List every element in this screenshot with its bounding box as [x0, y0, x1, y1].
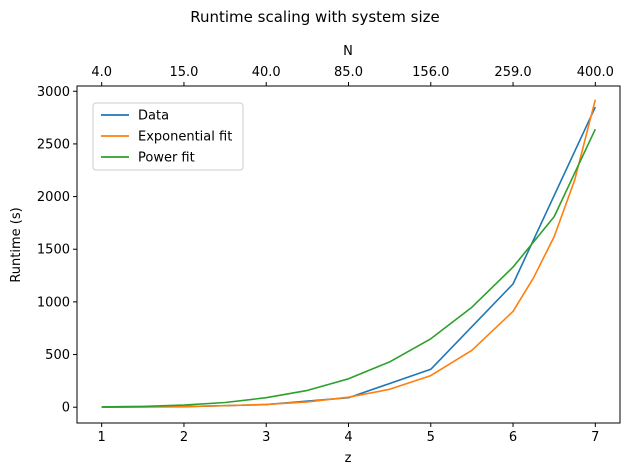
top-tick-label: 400.0 [577, 65, 614, 80]
top-tick-label: 259.0 [494, 65, 531, 80]
top-tick-label: 15.0 [169, 65, 198, 80]
x-tick-label: 7 [591, 430, 599, 445]
x-tick-label: 3 [262, 430, 270, 445]
y-tick-label: 2500 [37, 137, 70, 152]
top-axis-label: N [343, 44, 353, 59]
x-tick-label: 6 [509, 430, 517, 445]
x-tick-label: 2 [180, 430, 188, 445]
legend-label: Exponential fit [138, 130, 232, 145]
top-tick-label: 85.0 [334, 65, 363, 80]
y-tick-label: 2000 [37, 190, 70, 205]
y-axis-label: Runtime (s) [9, 207, 24, 282]
y-tick-label: 1500 [37, 243, 70, 258]
chart-title: Runtime scaling with system size [190, 8, 439, 26]
x-tick-label: 5 [427, 430, 435, 445]
top-tick-label: 156.0 [412, 65, 449, 80]
x-axis-label: z [345, 451, 352, 466]
top-tick-label: 4.0 [91, 65, 112, 80]
legend-box [92, 102, 244, 171]
legend: Data Exponential fit Power fit [92, 102, 244, 171]
x-tick-label: 4 [344, 430, 352, 445]
x-tick-label: 1 [98, 430, 106, 445]
plot-area: 1 2 3 4 5 6 7 4.0 15.0 40.0 85.0 156.0 259.0 400.0 0 50… [37, 65, 621, 445]
y-tick-label: 0 [62, 401, 70, 416]
y-tick-label: 500 [45, 348, 70, 363]
legend-label: Data [138, 109, 169, 124]
top-tick-label: 40.0 [252, 65, 281, 80]
series-line-3 [101, 128, 597, 408]
series-line-2 [101, 99, 597, 408]
legend-label: Power fit [138, 151, 195, 166]
y-tick-label: 3000 [37, 85, 70, 100]
y-tick-label: 1000 [37, 295, 70, 310]
